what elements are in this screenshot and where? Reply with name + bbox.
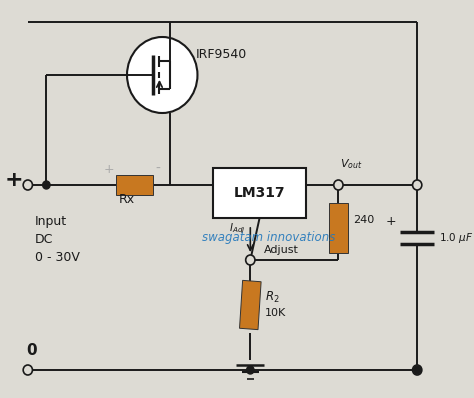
Circle shape xyxy=(413,181,421,189)
Circle shape xyxy=(43,181,50,189)
Circle shape xyxy=(412,180,422,190)
Text: Adjust: Adjust xyxy=(264,245,299,255)
Circle shape xyxy=(246,256,254,264)
Text: 0: 0 xyxy=(26,343,36,358)
Circle shape xyxy=(23,365,32,375)
Circle shape xyxy=(246,366,254,374)
Text: 10K: 10K xyxy=(265,308,286,318)
Text: LM317: LM317 xyxy=(234,186,285,200)
FancyBboxPatch shape xyxy=(116,175,153,195)
Text: $R_2$: $R_2$ xyxy=(265,289,280,304)
Text: $1.0\ \mu F$: $1.0\ \mu F$ xyxy=(439,231,474,245)
FancyBboxPatch shape xyxy=(329,203,347,253)
Text: 240: 240 xyxy=(353,215,374,225)
Circle shape xyxy=(334,180,343,190)
Circle shape xyxy=(412,365,422,375)
Circle shape xyxy=(413,366,421,374)
Circle shape xyxy=(246,255,255,265)
Text: $I_{Adj}$: $I_{Adj}$ xyxy=(229,222,246,236)
Text: +: + xyxy=(5,170,23,190)
Text: swagatam innovations: swagatam innovations xyxy=(202,232,336,244)
Text: -: - xyxy=(155,162,160,176)
Text: Input
DC
0 - 30V: Input DC 0 - 30V xyxy=(35,215,80,264)
Text: $V_{out}$: $V_{out}$ xyxy=(340,157,363,171)
Circle shape xyxy=(127,37,198,113)
Circle shape xyxy=(23,180,32,190)
Text: IRF9540: IRF9540 xyxy=(196,49,247,62)
Text: +: + xyxy=(104,163,115,176)
Text: +: + xyxy=(386,215,397,228)
FancyBboxPatch shape xyxy=(239,280,261,330)
FancyBboxPatch shape xyxy=(213,168,306,218)
Text: Rx: Rx xyxy=(119,193,135,206)
